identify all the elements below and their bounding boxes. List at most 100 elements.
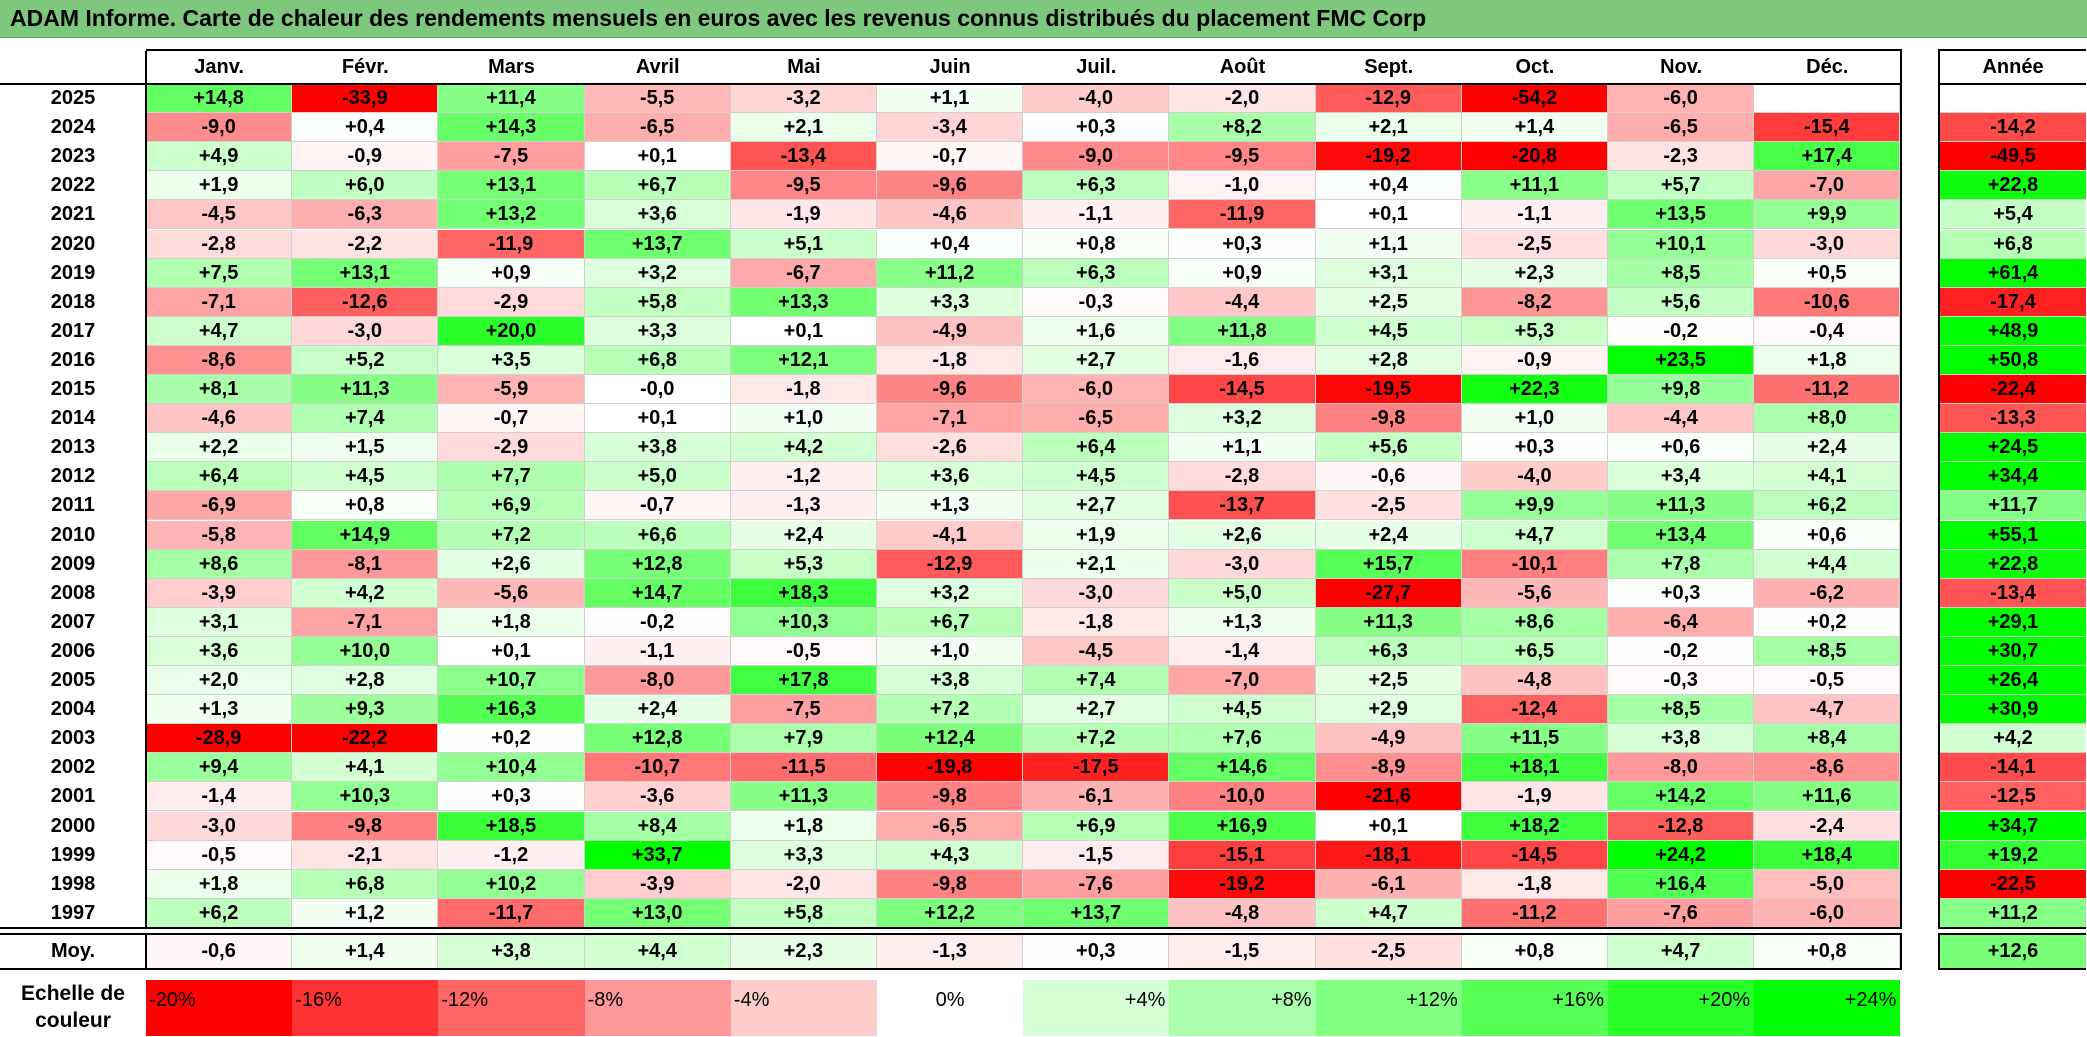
year-label: 1997	[0, 898, 146, 928]
annual-cell: +34,7	[1940, 811, 2086, 841]
heatmap-cell: -3,0	[1754, 229, 1901, 259]
heatmap-cell: -6,0	[1608, 84, 1755, 114]
heatmap-cell: +16,9	[1169, 811, 1316, 841]
heatmap-cell: +6,8	[584, 345, 731, 375]
heatmap-cell: +8,4	[1754, 724, 1901, 754]
heatmap-cell: -1,4	[1169, 636, 1316, 666]
heatmap-cell: -7,1	[877, 404, 1024, 434]
heatmap-cell: +33,7	[584, 840, 731, 870]
heatmap-cell: +11,8	[1169, 316, 1316, 346]
annual-header: Année	[1940, 51, 2086, 84]
heatmap-cell: +0,1	[584, 404, 731, 434]
heatmap-cell: -2,0	[730, 869, 877, 899]
heatmap-cell: +0,3	[1461, 433, 1608, 463]
color-scale-label: Echelle de couleur	[0, 980, 146, 1037]
heatmap-cell: +5,0	[584, 462, 731, 492]
heatmap-cell: +18,5	[438, 811, 585, 841]
heatmap-cell: +1,8	[730, 811, 877, 841]
color-scale-swatch: +24%	[1754, 980, 1901, 1036]
heatmap-cell: +0,3	[438, 782, 585, 812]
heatmap-cell: +4,1	[292, 753, 439, 783]
heatmap-cell: +1,1	[1315, 229, 1462, 259]
year-label: 2020	[0, 229, 146, 259]
heatmap-cell: -2,8	[146, 229, 293, 259]
heatmap-cell: +0,1	[1315, 811, 1462, 841]
heatmap-cell: -15,1	[1169, 840, 1316, 870]
color-scale-swatch: +16%	[1461, 980, 1608, 1036]
color-scale-swatch: -16%	[292, 980, 439, 1036]
year-label: 2023	[0, 142, 146, 172]
heatmap-cell: -7,6	[1023, 869, 1170, 899]
heatmap-cell: +18,2	[1461, 811, 1608, 841]
heatmap-cell: -4,9	[1315, 724, 1462, 754]
heatmap-cell: +2,4	[730, 520, 877, 550]
average-cell: -2,5	[1315, 934, 1462, 968]
heatmap-cell: +0,8	[1023, 229, 1170, 259]
heatmap-cell: -9,6	[877, 171, 1024, 201]
heatmap-cell: -0,7	[877, 142, 1024, 172]
average-top	[0, 932, 1903, 935]
heatmap-cell: -28,9	[146, 724, 293, 754]
heatmap-cell: -6,1	[1023, 782, 1170, 812]
heatmap-cell: -6,2	[1754, 578, 1901, 608]
heatmap-cell: +7,2	[1023, 724, 1170, 754]
year-label: 2003	[0, 724, 146, 754]
average-cell: -1,3	[877, 934, 1024, 968]
heatmap-cell: +6,6	[584, 520, 731, 550]
heatmap-cell: +7,8	[1608, 549, 1755, 579]
heatmap-cell: +4,4	[1754, 549, 1901, 579]
heatmap-cell: -6,5	[877, 811, 1024, 841]
heatmap-cell: -2,4	[1754, 811, 1901, 841]
heatmap-cell: +6,0	[292, 171, 439, 201]
heatmap-cell: -4,0	[1023, 84, 1170, 114]
annual-bottom	[1938, 926, 2086, 929]
heatmap-cell: +16,3	[438, 695, 585, 725]
heatmap-cell: -6,5	[584, 113, 731, 143]
heatmap-cell: +2,7	[1023, 695, 1170, 725]
heatmap-cell: +9,9	[1754, 200, 1901, 230]
heatmap-cell: -14,5	[1169, 375, 1316, 405]
heatmap-cell: +11,6	[1754, 782, 1901, 812]
color-scale-swatch: -12%	[438, 980, 585, 1036]
annual-cell: +22,8	[1940, 549, 2086, 579]
heatmap-cell: +12,1	[730, 345, 877, 375]
heatmap-cell: -2,2	[292, 229, 439, 259]
heatmap-cell: +13,1	[438, 171, 585, 201]
year-label: 2011	[0, 491, 146, 521]
heatmap-cell: -4,5	[1023, 636, 1170, 666]
heatmap-cell: +7,5	[146, 258, 293, 288]
heatmap-cell: -1,1	[1023, 200, 1170, 230]
table-bottom	[0, 926, 1903, 929]
heatmap-cell: +5,3	[730, 549, 877, 579]
heatmap-cell: +13,7	[584, 229, 731, 259]
heatmap-cell: -0,5	[730, 636, 877, 666]
color-scale-label-text: Echelle de couleur	[21, 982, 125, 1032]
heatmap-cell: -1,2	[730, 462, 877, 492]
heatmap-cell: +6,7	[584, 171, 731, 201]
heatmap-cell: -11,2	[1461, 898, 1608, 928]
heatmap-cell: -1,1	[584, 636, 731, 666]
heatmap-cell: +13,7	[1023, 898, 1170, 928]
heatmap-cell: +5,3	[1461, 316, 1608, 346]
heatmap-cell: -7,5	[438, 142, 585, 172]
heatmap-cell: +3,3	[730, 840, 877, 870]
heatmap-cell: -1,0	[1169, 171, 1316, 201]
heatmap-cell: -5,8	[146, 520, 293, 550]
year-label: 1999	[0, 840, 146, 870]
heatmap-cell: +6,7	[877, 607, 1024, 637]
annual-cell: +30,9	[1940, 695, 2086, 725]
heatmap-cell: +10,7	[438, 666, 585, 696]
annual-cell: +5,4	[1940, 200, 2086, 230]
year-label: 2019	[0, 258, 146, 288]
heatmap-cell: -0,2	[1608, 636, 1755, 666]
heatmap-cell: +8,5	[1754, 636, 1901, 666]
heatmap-cell: -4,9	[877, 316, 1024, 346]
month-header: Sept.	[1315, 51, 1462, 84]
heatmap-cell: +2,0	[146, 666, 293, 696]
heatmap-cell: +3,6	[877, 462, 1024, 492]
heatmap-cell: -2,8	[1169, 462, 1316, 492]
heatmap-cell: -7,5	[730, 695, 877, 725]
heatmap-cell: -7,0	[1169, 666, 1316, 696]
heatmap-cell: -13,4	[730, 142, 877, 172]
month-header: Mars	[438, 51, 585, 84]
